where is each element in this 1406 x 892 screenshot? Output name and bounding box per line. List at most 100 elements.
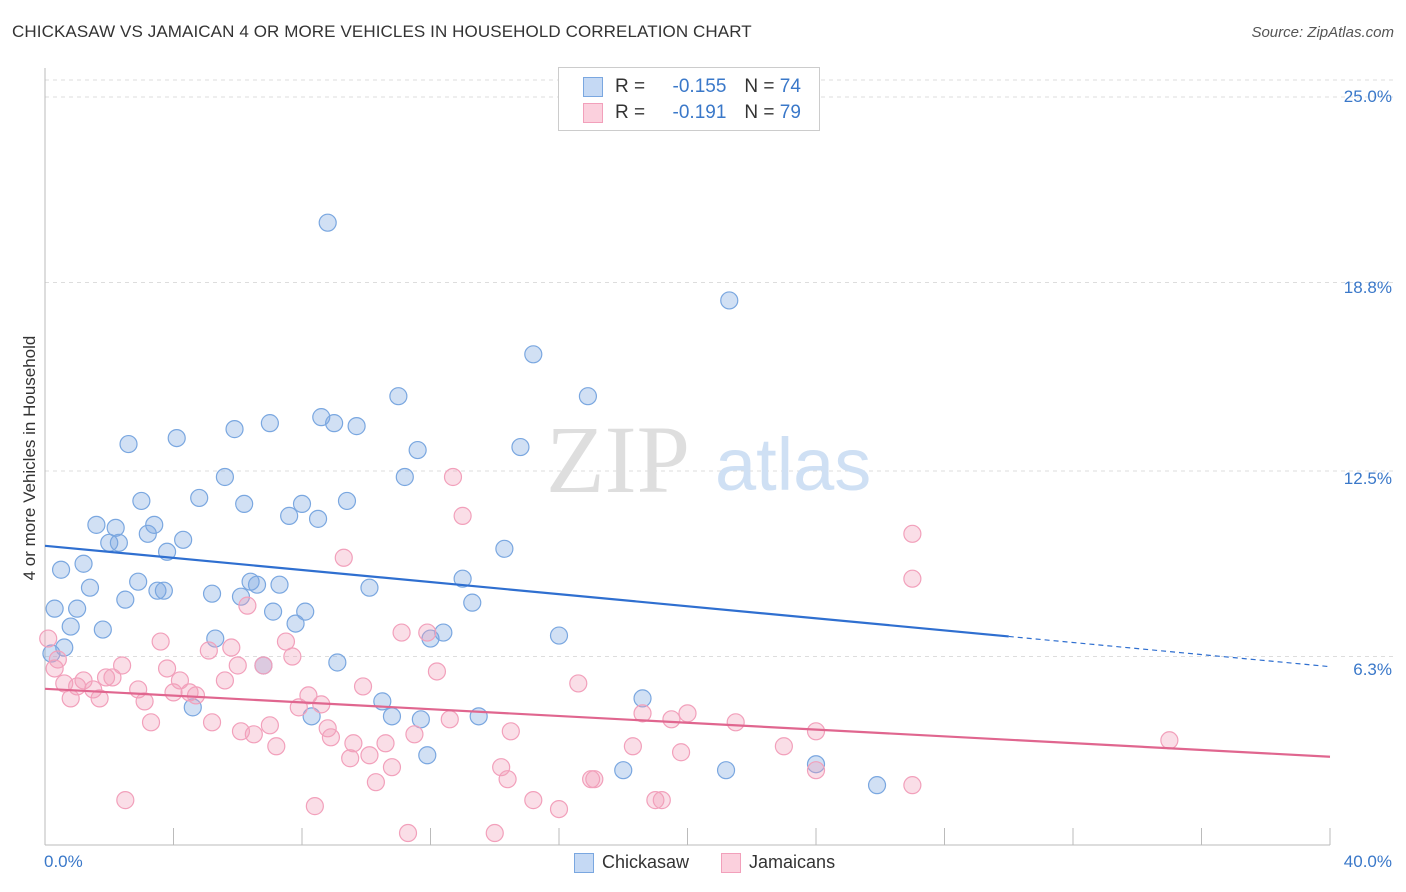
y-tick-label: 25.0% bbox=[1343, 87, 1392, 106]
data-point-jamaicans bbox=[524, 791, 543, 810]
data-point-jamaicans bbox=[141, 713, 161, 732]
data-point-chickasaw bbox=[154, 581, 173, 600]
data-point-chickasaw bbox=[190, 488, 209, 508]
data-point-chickasaw bbox=[578, 387, 598, 406]
data-point-chickasaw bbox=[395, 467, 414, 487]
data-point-jamaicans bbox=[633, 704, 652, 723]
data-point-chickasaw bbox=[235, 494, 254, 514]
data-point-jamaicans bbox=[671, 743, 691, 762]
x-tick-label-min: 0.0% bbox=[44, 852, 83, 871]
data-point-chickasaw bbox=[225, 420, 244, 439]
data-point-jamaicans bbox=[238, 596, 257, 615]
jamaicans-swatch bbox=[721, 852, 742, 873]
data-point-chickasaw bbox=[93, 620, 112, 639]
data-point-chickasaw bbox=[145, 515, 164, 534]
data-point-jamaicans bbox=[903, 569, 922, 588]
data-point-jamaicans bbox=[903, 524, 922, 543]
data-point-chickasaw bbox=[116, 590, 135, 609]
data-point-jamaicans bbox=[903, 776, 922, 795]
data-point-chickasaw bbox=[296, 602, 315, 621]
data-point-chickasaw bbox=[215, 467, 234, 487]
data-point-jamaicans bbox=[485, 823, 504, 843]
data-point-jamaicans bbox=[806, 722, 826, 741]
data-point-jamaicans bbox=[398, 823, 418, 843]
data-point-jamaicans bbox=[90, 689, 109, 708]
r-value: -0.155 bbox=[672, 76, 727, 97]
data-point-jamaicans bbox=[244, 725, 263, 744]
data-point-chickasaw bbox=[280, 506, 299, 525]
data-point-chickasaw bbox=[495, 539, 514, 558]
data-point-jamaicans bbox=[199, 641, 218, 660]
n-value: 74 bbox=[779, 76, 801, 97]
data-point-chickasaw bbox=[174, 530, 193, 549]
data-point-jamaicans bbox=[585, 770, 604, 789]
data-point-jamaicans bbox=[254, 656, 273, 675]
data-point-chickasaw bbox=[360, 578, 379, 597]
data-point-chickasaw bbox=[51, 560, 71, 579]
watermark-atlas: atlas bbox=[715, 423, 871, 506]
data-point-chickasaw bbox=[434, 623, 453, 642]
data-point-jamaicans bbox=[135, 692, 154, 711]
data-point-chickasaw bbox=[308, 509, 328, 528]
n-label: N = bbox=[744, 76, 775, 97]
data-point-chickasaw bbox=[109, 533, 128, 552]
data-point-chickasaw bbox=[867, 776, 887, 795]
legend-row-chickasaw: R = -0.155 N = 74 bbox=[583, 75, 801, 99]
legend-item-chickasaw: Chickasaw bbox=[574, 852, 689, 873]
data-point-jamaicans bbox=[344, 734, 363, 753]
legend-row-jamaicans: R = -0.191 N = 79 bbox=[583, 101, 801, 125]
data-point-jamaicans bbox=[366, 773, 385, 792]
data-point-chickasaw bbox=[328, 653, 347, 672]
data-point-chickasaw bbox=[263, 602, 283, 621]
data-point-chickasaw bbox=[68, 599, 87, 618]
data-point-chickasaw bbox=[633, 689, 652, 708]
data-point-chickasaw bbox=[167, 428, 186, 448]
data-point-chickasaw bbox=[325, 414, 344, 433]
chickasaw-swatch bbox=[583, 77, 603, 97]
data-point-chickasaw bbox=[382, 707, 402, 726]
watermark-zip: ZIP bbox=[546, 406, 690, 513]
data-point-jamaicans bbox=[418, 623, 437, 642]
data-point-chickasaw bbox=[524, 345, 543, 364]
data-point-jamaicans bbox=[215, 671, 234, 690]
data-point-chickasaw bbox=[87, 515, 106, 534]
trend-line-jamaicans bbox=[44, 687, 1331, 758]
data-point-chickasaw bbox=[302, 707, 321, 726]
y-tick-label: 18.8% bbox=[1343, 278, 1392, 297]
data-point-jamaicans bbox=[276, 632, 296, 651]
data-point-jamaicans bbox=[498, 770, 517, 789]
data-point-jamaicans bbox=[321, 728, 341, 747]
legend-item-jamaicans: Jamaicans bbox=[721, 852, 835, 873]
data-point-jamaicans bbox=[353, 677, 373, 696]
data-point-jamaicans bbox=[103, 668, 122, 687]
data-point-jamaicans bbox=[360, 746, 379, 765]
data-point-jamaicans bbox=[652, 791, 671, 810]
data-point-chickasaw bbox=[270, 575, 289, 594]
legend-label-chickasaw: Chickasaw bbox=[602, 852, 690, 872]
y-tick-label: 6.3% bbox=[1353, 660, 1392, 679]
data-point-jamaicans bbox=[96, 668, 116, 687]
data-point-chickasaw bbox=[716, 761, 736, 780]
x-tick-label-max: 40.0% bbox=[1343, 852, 1392, 871]
jamaicans-swatch bbox=[583, 103, 603, 123]
data-point-chickasaw bbox=[453, 569, 472, 588]
data-point-chickasaw bbox=[138, 524, 157, 543]
data-point-chickasaw bbox=[260, 414, 279, 433]
data-point-jamaicans bbox=[806, 761, 826, 780]
data-point-jamaicans bbox=[151, 632, 170, 651]
source-label: Source: ZipAtlas.com bbox=[1251, 24, 1394, 41]
data-point-chickasaw bbox=[183, 698, 202, 717]
data-point-jamaicans bbox=[549, 799, 569, 819]
data-point-chickasaw bbox=[337, 491, 357, 511]
data-point-chickasaw bbox=[463, 593, 482, 612]
trend-line-chickasaw-extension bbox=[1008, 635, 1331, 668]
data-point-jamaicans bbox=[260, 716, 279, 735]
data-point-chickasaw bbox=[614, 761, 633, 780]
r-label: R = bbox=[615, 76, 646, 97]
data-point-chickasaw bbox=[408, 440, 427, 460]
y-tick-label: 12.5% bbox=[1343, 469, 1392, 488]
data-point-chickasaw bbox=[148, 581, 167, 600]
data-point-jamaicans bbox=[405, 725, 424, 744]
data-point-jamaicans bbox=[116, 791, 135, 810]
